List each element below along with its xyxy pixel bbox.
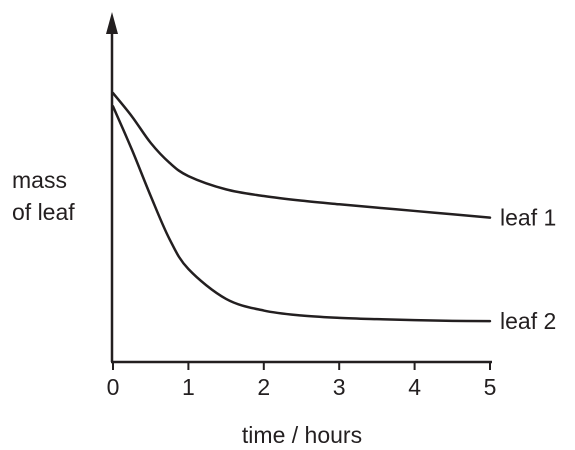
series-label-1: leaf 1 bbox=[500, 205, 556, 231]
x-tick-label-2: 2 bbox=[257, 374, 270, 400]
y-axis-arrow bbox=[106, 12, 118, 34]
x-tick-labels: 0 1 2 3 4 5 bbox=[107, 374, 497, 400]
x-tick-label-0: 0 bbox=[107, 374, 120, 400]
x-ticks bbox=[112, 362, 491, 370]
series-line-1 bbox=[111, 91, 492, 219]
x-tick-label-1: 1 bbox=[182, 374, 195, 400]
series-labels: leaf 1 leaf 2 bbox=[500, 205, 556, 335]
series-lines bbox=[111, 91, 492, 323]
x-axis-label: time / hours bbox=[242, 422, 362, 448]
axes bbox=[106, 12, 492, 364]
x-tick-label-5: 5 bbox=[484, 374, 497, 400]
y-axis-label-line-1: mass bbox=[12, 167, 67, 193]
y-axis-label-line-2: of leaf bbox=[12, 199, 75, 225]
x-tick-label-3: 3 bbox=[333, 374, 346, 400]
series-line-2 bbox=[111, 105, 492, 323]
series-label-2: leaf 2 bbox=[500, 308, 556, 334]
x-tick-label-4: 4 bbox=[408, 374, 421, 400]
